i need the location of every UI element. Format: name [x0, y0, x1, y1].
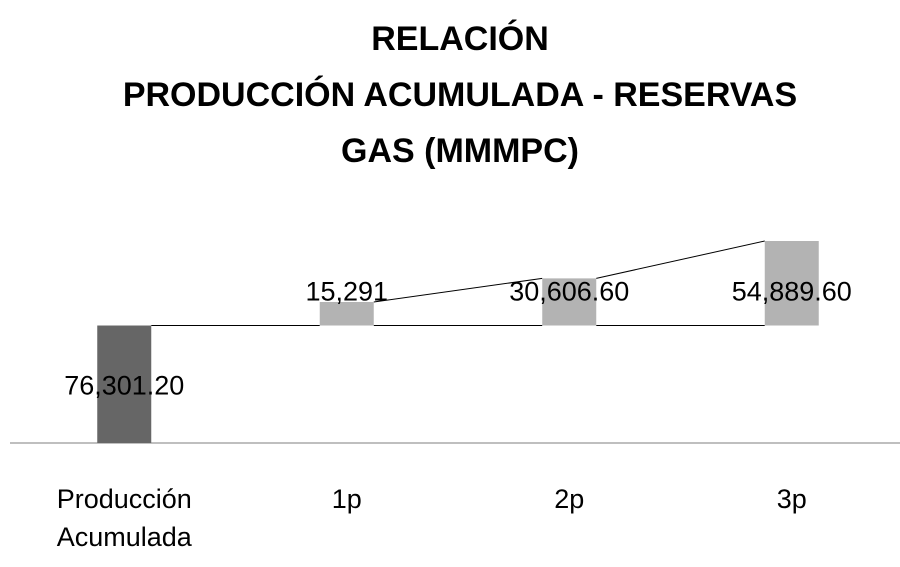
x-tick-label: Producción Acumulada — [56, 484, 192, 552]
value-label: 76,301.20 — [64, 370, 184, 400]
value-label: 30,606.60 — [509, 277, 629, 307]
chart-title: GAS (MMMPC) — [341, 132, 579, 170]
chart-title: RELACIÓN — [371, 20, 549, 58]
chart-title: PRODUCCIÓN ACUMULADA - RESERVAS — [123, 76, 797, 114]
bar — [542, 278, 597, 326]
connector — [596, 240, 765, 279]
connector — [373, 277, 543, 303]
value-label: 54,889.60 — [732, 277, 852, 307]
x-tick-label: 1p — [331, 484, 362, 514]
x-tick-label: 3p — [776, 484, 807, 514]
bar — [97, 325, 152, 443]
value-label: 15,291 — [305, 277, 388, 307]
x-tick-label: 2p — [554, 484, 585, 514]
bar — [319, 301, 374, 326]
bar — [764, 241, 819, 326]
